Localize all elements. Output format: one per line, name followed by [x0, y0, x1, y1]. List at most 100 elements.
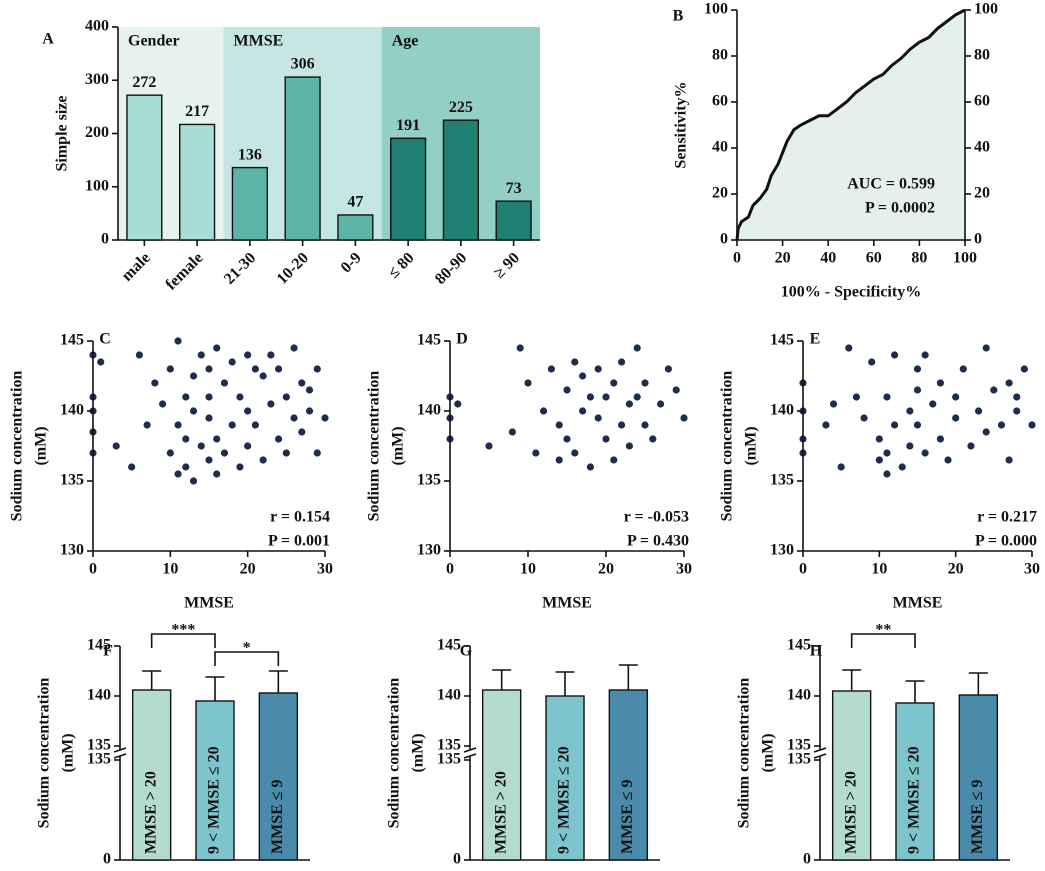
axis-break: [813, 747, 827, 753]
point: [571, 358, 579, 366]
y-tick-label: 135: [60, 472, 84, 489]
point: [563, 435, 571, 443]
panel-label: A: [42, 31, 54, 48]
point: [205, 365, 213, 373]
y-axis-title: (mM): [743, 426, 760, 465]
significance-bracket: [850, 633, 916, 648]
x-tick-label: 9 < MMSE ≤ 20: [906, 746, 923, 854]
group-label: Age: [392, 33, 419, 50]
point: [602, 393, 610, 401]
y-tick-label: 100: [974, 1, 998, 18]
axis-break: [463, 753, 477, 759]
point: [618, 421, 626, 429]
point: [1005, 456, 1013, 464]
y-tick-label: 60: [974, 93, 990, 110]
y-tick-label: 0: [803, 851, 811, 868]
point: [952, 414, 960, 422]
point: [166, 365, 174, 373]
x-tick-label: 60: [866, 250, 882, 267]
y-axis-title: Sodium concentration: [36, 678, 53, 829]
point: [159, 400, 167, 408]
y-axis-title: Sodium concentration: [366, 371, 383, 522]
point: [547, 365, 556, 373]
x-tick-label: 10: [871, 561, 887, 578]
axis-break: [463, 747, 477, 753]
point: [586, 393, 595, 401]
y-tick-label: 40: [974, 139, 990, 156]
value-label: 73: [506, 180, 522, 197]
y-axis-title: Sodium concentration: [736, 678, 753, 829]
y-tick-label: 0: [974, 231, 982, 248]
bar: [179, 123, 216, 241]
annotation: P = 0.000: [975, 533, 1037, 550]
x-tick-label: 20: [948, 561, 964, 578]
y-axis-title: (mM): [760, 733, 777, 772]
point: [290, 414, 298, 422]
point: [267, 400, 275, 408]
y-tick-label: 135: [787, 751, 811, 768]
x-tick-label: 10-20: [274, 249, 312, 287]
y-tick-label: 140: [437, 687, 461, 704]
point: [97, 358, 105, 366]
x-tick-label: ≥ 90: [491, 249, 523, 281]
y-axis-title: (mM): [60, 733, 77, 772]
panel-label: C: [99, 331, 111, 348]
y-tick-label: 140: [417, 402, 441, 419]
point: [205, 393, 213, 401]
bar: [337, 214, 374, 241]
point: [228, 421, 236, 429]
point: [298, 379, 306, 387]
axis-break: [813, 753, 827, 759]
point: [936, 435, 945, 443]
x-tick-label: MMSE ≤ 9: [269, 779, 286, 854]
y-tick-label: 145: [437, 637, 461, 654]
y-tick-label: 0: [453, 851, 461, 868]
panel-label: B: [673, 8, 684, 25]
y-axis-title: Sodium concentration: [719, 371, 736, 522]
value-label: 191: [396, 117, 420, 134]
point: [944, 456, 952, 464]
point: [112, 442, 120, 450]
x-axis-title: MMSE: [542, 595, 592, 612]
point: [875, 435, 883, 443]
annotation: P = 0.001: [268, 533, 330, 550]
point: [898, 463, 906, 471]
annotation: AUC = 0.599: [847, 176, 935, 193]
x-tick-label: 30: [1024, 561, 1040, 578]
point: [220, 379, 229, 387]
y-tick-label: 100: [85, 177, 109, 194]
y-tick-label: 140: [87, 687, 111, 704]
group-label: MMSE: [234, 33, 284, 50]
point: [657, 400, 665, 408]
point: [213, 470, 221, 478]
point: [618, 358, 626, 366]
point: [516, 344, 524, 352]
point: [625, 400, 634, 408]
point: [921, 351, 929, 359]
y-tick-label: 20: [712, 185, 728, 202]
x-tick-label: 20: [240, 561, 256, 578]
x-tick-label: 30: [317, 561, 333, 578]
point: [883, 470, 891, 478]
point: [990, 386, 998, 394]
y-tick-label: 135: [417, 472, 441, 489]
x-tick-label: 0: [89, 561, 97, 578]
x-tick-label: MMSE > 20: [842, 771, 859, 854]
point: [959, 365, 967, 373]
point: [189, 372, 198, 380]
point: [197, 351, 205, 359]
y-tick-label: 135: [770, 472, 794, 489]
point: [982, 344, 990, 352]
y-axis-title: (mM): [390, 426, 407, 465]
point: [936, 379, 945, 387]
y-tick-label: 200: [85, 124, 109, 141]
point: [524, 379, 532, 387]
bar: [231, 166, 268, 241]
x-tick-label: 40: [820, 250, 836, 267]
y-tick-label: 145: [87, 637, 111, 654]
point: [664, 365, 673, 373]
value-label: 225: [449, 99, 473, 116]
point: [128, 463, 136, 471]
value-label: 136: [238, 146, 262, 163]
x-tick-label: MMSE ≤ 9: [619, 779, 636, 854]
